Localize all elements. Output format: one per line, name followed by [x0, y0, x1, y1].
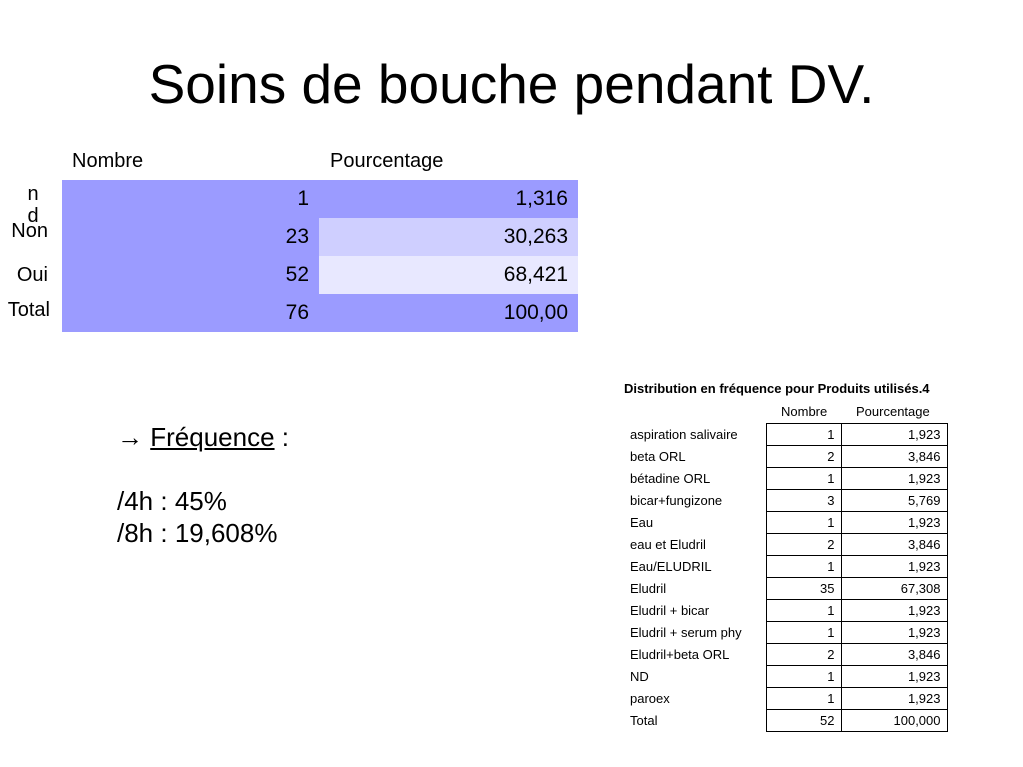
frequency-label: Fréquence: [150, 422, 275, 452]
col-header-nombre: Nombre: [72, 150, 144, 172]
cell-nombre: 1: [765, 665, 842, 688]
col-header-pourcentage: Pourcentage: [330, 150, 444, 172]
table-row: ND 1 1,923: [624, 665, 948, 688]
cell-pourcentage: 3,846: [840, 643, 948, 666]
frequency-8h: /8h : 19,608%: [117, 518, 278, 548]
cell-nombre: 1: [765, 423, 842, 446]
table-row: Eludril + bicar 1 1,923: [624, 599, 948, 622]
row-label: Eludril + bicar: [630, 603, 710, 618]
cell-pourcentage: 1,923: [840, 555, 948, 578]
cell-pourcentage: 100,00: [319, 294, 578, 332]
table-row: aspiration salivaire 1 1,923: [624, 423, 948, 446]
cell-nombre: 1: [765, 599, 842, 622]
cell-pourcentage: 1,923: [840, 599, 948, 622]
row-label: Eau: [630, 515, 654, 530]
cell-nombre: 2: [765, 445, 842, 468]
main-table-row: 76 100,00: [62, 294, 578, 332]
cell-pourcentage: 1,923: [840, 687, 948, 710]
cell-nombre: 76: [62, 294, 319, 332]
frequency-colon: :: [274, 422, 289, 452]
cell-pourcentage: 3,846: [840, 445, 948, 468]
table-row: bétadine ORL 1 1,923: [624, 467, 948, 490]
main-table-row: 52 68,421: [62, 256, 578, 294]
cell-pourcentage: 68,421: [319, 256, 578, 294]
cell-nombre: 1: [765, 467, 842, 490]
table-row: Eau/ELUDRIL 1 1,923: [624, 555, 948, 578]
row-label: Eau/ELUDRIL: [630, 559, 712, 574]
table-row: Eludril+beta ORL 2 3,846: [624, 643, 948, 666]
arrow-icon: →: [117, 422, 143, 452]
row-label: paroex: [630, 691, 670, 706]
row-label: Eludril+beta ORL: [630, 647, 730, 662]
cell-pourcentage: 1,923: [840, 467, 948, 490]
row-label-non: Non: [11, 220, 48, 242]
row-label: bétadine ORL: [630, 471, 711, 486]
cell-nombre: 3: [765, 489, 842, 512]
frequency-4h: /4h : 45%: [117, 486, 227, 516]
row-label: aspiration salivaire: [630, 427, 738, 442]
distribution-table: aspiration salivaire 1 1,923 beta ORL 2 3,846…: [624, 423, 948, 732]
cell-pourcentage: 1,923: [840, 621, 948, 644]
frequency-heading: → Fréquence :: [117, 421, 289, 453]
distribution-title: Distribution en fréquence pour Produits …: [624, 381, 930, 396]
table-row: beta ORL 2 3,846: [624, 445, 948, 468]
row-label: Total: [630, 713, 658, 728]
main-table-row: 1 1,316: [62, 180, 578, 218]
row-label-total: Total: [7, 299, 50, 321]
cell-nombre: 1: [62, 180, 319, 218]
cell-pourcentage: 3,846: [840, 533, 948, 556]
cell-pourcentage: 5,769: [840, 489, 948, 512]
table-row: Eludril 35 67,308: [624, 577, 948, 600]
dist-col-header-nombre: Nombre: [781, 404, 828, 419]
table-row: paroex 1 1,923: [624, 687, 948, 710]
row-label: ND: [630, 669, 649, 684]
cell-nombre: 1: [765, 687, 842, 710]
cell-pourcentage: 1,923: [840, 665, 948, 688]
cell-nombre: 52: [765, 709, 842, 732]
cell-nombre: 52: [62, 256, 319, 294]
row-label-nd-line2: d: [27, 205, 39, 227]
row-label-nd-line1: n: [27, 183, 39, 205]
cell-pourcentage: 1,316: [319, 180, 578, 218]
slide-title: Soins de bouche pendant DV.: [148, 53, 875, 115]
cell-nombre: 2: [765, 643, 842, 666]
cell-nombre: 35: [765, 577, 842, 600]
cell-nombre: 2: [765, 533, 842, 556]
table-row: Eludril + serum phy 1 1,923: [624, 621, 948, 644]
row-label: Eludril + serum phy: [630, 625, 742, 640]
row-label: eau et Eludril: [630, 537, 706, 552]
row-label: bicar+fungizone: [630, 493, 723, 508]
row-label: Eludril: [630, 581, 667, 596]
dist-col-header-pourcentage: Pourcentage: [856, 404, 930, 419]
table-row: Eau 1 1,923: [624, 511, 948, 534]
cell-pourcentage: 1,923: [840, 423, 948, 446]
cell-nombre: 1: [765, 621, 842, 644]
table-row: Total 52 100,000: [624, 709, 948, 732]
cell-nombre: 1: [765, 555, 842, 578]
cell-pourcentage: 67,308: [840, 577, 948, 600]
cell-pourcentage: 1,923: [840, 511, 948, 534]
cell-nombre: 23: [62, 218, 319, 256]
cell-nombre: 1: [765, 511, 842, 534]
cell-pourcentage: 100,000: [840, 709, 948, 732]
row-label: beta ORL: [630, 449, 686, 464]
table-row: eau et Eludril 2 3,846: [624, 533, 948, 556]
main-table-row: 23 30,263: [62, 218, 578, 256]
table-row: bicar+fungizone 3 5,769: [624, 489, 948, 512]
cell-pourcentage: 30,263: [319, 218, 578, 256]
row-label-oui: Oui: [16, 264, 48, 286]
row-label-nd: n d: [26, 183, 40, 227]
